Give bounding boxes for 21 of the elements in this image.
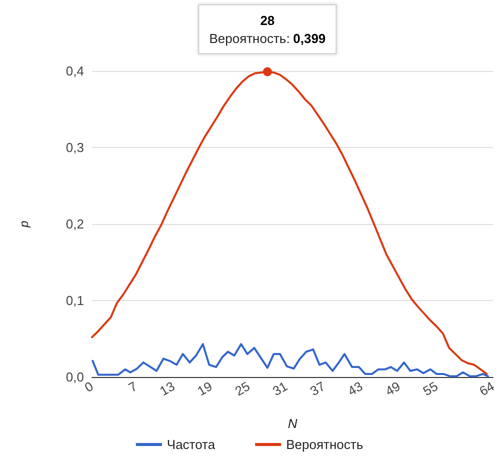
x-tick-label: 13: [157, 378, 178, 399]
x-tick-label: 49: [382, 378, 403, 399]
y-tick-label: 0,0: [66, 370, 84, 384]
annotation: 28 Вероятность: 0,399: [209, 12, 326, 46]
y-tick-label: 0,2: [66, 216, 84, 232]
x-tick-label: 37: [308, 378, 328, 399]
line-series: [92, 343, 489, 378]
x-tick-label: 64: [476, 378, 497, 399]
x-axis-title: N: [288, 416, 298, 431]
legend-label: Частота: [166, 437, 216, 452]
x-tick-label: 43: [345, 378, 366, 399]
x-tick-label: 7: [126, 378, 140, 396]
y-axis-title: p: [17, 220, 31, 228]
x-tick-label: 31: [270, 378, 290, 399]
x-tick-label: 55: [420, 378, 440, 399]
legend-label: Вероятность: [286, 437, 364, 452]
x-tick-label: 19: [194, 378, 215, 399]
y-tick-label: 0,3: [66, 140, 84, 155]
x-tick-label: 25: [232, 378, 252, 399]
y-tick-label: 0,1: [66, 293, 84, 308]
y-tick-label: 0,4: [66, 64, 84, 78]
